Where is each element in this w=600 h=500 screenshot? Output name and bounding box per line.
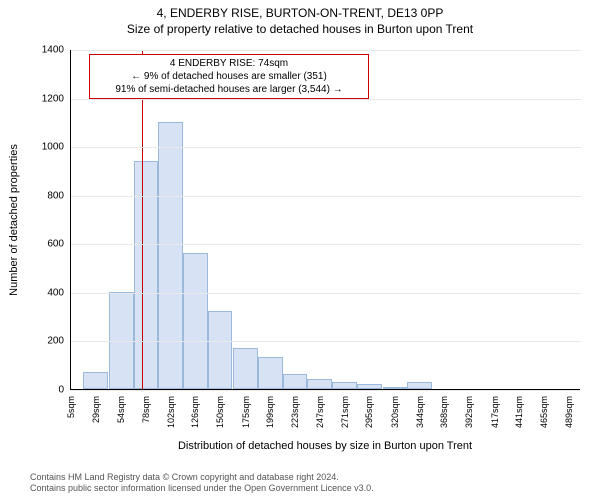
chart-container: 4, ENDERBY RISE, BURTON-ON-TRENT, DE13 0…: [0, 0, 600, 500]
y-tick-label: 600: [24, 239, 64, 250]
gridline: [71, 244, 581, 245]
footer-line2: Contains public sector information licen…: [30, 483, 374, 494]
gridline: [71, 390, 581, 391]
gridline: [71, 341, 581, 342]
histogram-bar: [158, 122, 183, 389]
histogram-bar: [332, 382, 357, 389]
histogram-bar: [258, 357, 283, 389]
histogram-bar: [383, 387, 408, 389]
histogram-bar: [183, 253, 208, 389]
y-tick-label: 1400: [24, 45, 64, 56]
y-tick-label: 0: [24, 385, 64, 396]
bar-group: [71, 49, 581, 389]
annotation-box: 4 ENDERBY RISE: 74sqm ← 9% of detached h…: [89, 54, 369, 99]
gridline: [71, 147, 581, 148]
y-tick-label: 1200: [24, 93, 64, 104]
footer-attribution: Contains HM Land Registry data © Crown c…: [30, 472, 374, 494]
gridline: [71, 50, 581, 51]
y-axis-label: Number of detached properties: [8, 50, 20, 390]
annotation-line2: ← 9% of detached houses are smaller (351…: [94, 70, 364, 83]
y-tick-label: 200: [24, 336, 64, 347]
footer-line1: Contains HM Land Registry data © Crown c…: [30, 472, 374, 483]
gridline: [71, 99, 581, 100]
histogram-bar: [208, 311, 233, 389]
plot-area: 4 ENDERBY RISE: 74sqm ← 9% of detached h…: [70, 50, 580, 390]
y-tick-label: 800: [24, 190, 64, 201]
histogram-bar: [357, 384, 382, 389]
chart-subtitle: Size of property relative to detached ho…: [0, 22, 600, 36]
x-axis-label: Distribution of detached houses by size …: [70, 440, 580, 452]
histogram-bar: [283, 374, 308, 389]
gridline: [71, 293, 581, 294]
plot-box: 4 ENDERBY RISE: 74sqm ← 9% of detached h…: [70, 50, 580, 390]
histogram-bar: [407, 382, 432, 389]
y-tick-label: 400: [24, 287, 64, 298]
histogram-bar: [233, 348, 258, 389]
histogram-bar: [83, 372, 108, 389]
annotation-line3: 91% of semi-detached houses are larger (…: [94, 83, 364, 96]
y-tick-label: 1000: [24, 142, 64, 153]
gridline: [71, 196, 581, 197]
chart-title-address: 4, ENDERBY RISE, BURTON-ON-TRENT, DE13 0…: [0, 6, 600, 20]
reference-line: [142, 50, 143, 389]
histogram-bar: [109, 292, 134, 389]
annotation-line1: 4 ENDERBY RISE: 74sqm: [94, 57, 364, 70]
histogram-bar: [307, 379, 332, 389]
